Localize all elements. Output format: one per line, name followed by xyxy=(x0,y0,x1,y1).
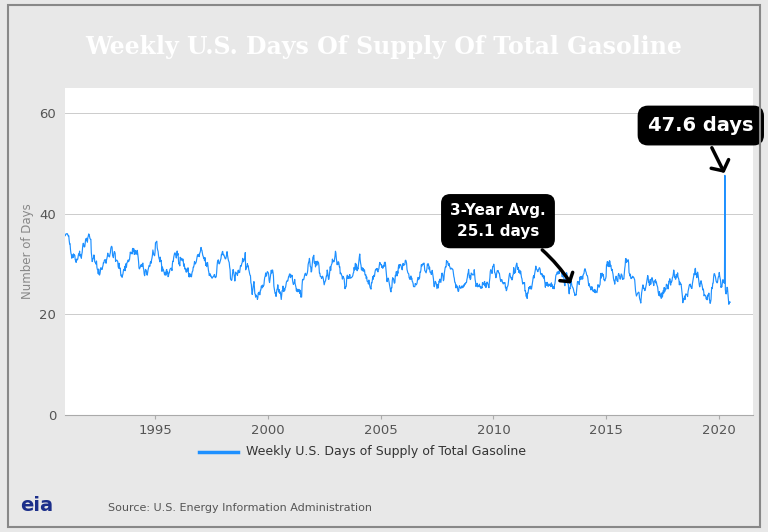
Text: 47.6 days: 47.6 days xyxy=(648,116,753,171)
Text: 3-Year Avg.
25.1 days: 3-Year Avg. 25.1 days xyxy=(450,203,573,281)
Text: Weekly U.S. Days Of Supply Of Total Gasoline: Weekly U.S. Days Of Supply Of Total Gaso… xyxy=(85,35,683,59)
Y-axis label: Number of Days: Number of Days xyxy=(21,204,34,299)
Text: Weekly U.S. Days of Supply of Total Gasoline: Weekly U.S. Days of Supply of Total Gaso… xyxy=(247,445,526,458)
Text: eia: eia xyxy=(20,496,53,515)
Text: Source: U.S. Energy Information Administration: Source: U.S. Energy Information Administ… xyxy=(108,503,372,513)
